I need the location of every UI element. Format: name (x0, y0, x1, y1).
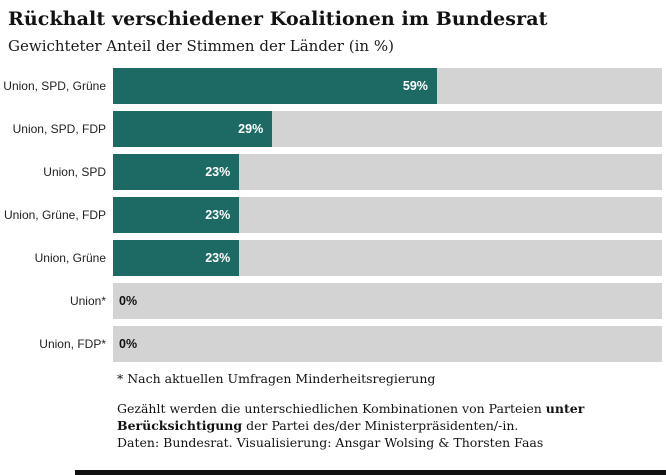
category-label: Union, SPD, Grüne (3, 79, 106, 93)
bar-fill: 29% (113, 111, 273, 147)
value-label: 23% (205, 251, 231, 265)
method-note-suffix: der Partei des/der Ministerpräsidenten/-… (242, 417, 519, 433)
bar-track: 29% (113, 111, 662, 147)
category-label: Union, SPD (43, 165, 106, 179)
bar-fill: 23% (113, 154, 240, 190)
bottom-edge-bar (75, 470, 666, 475)
category-label: Union, SPD, FDP (12, 122, 106, 136)
value-label: 59% (402, 79, 428, 93)
bar-track: 0% (113, 326, 662, 362)
bar-row: Union, SPD, FDP 29% (0, 111, 662, 147)
chart-header: Rückhalt verschiedener Koalitionen im Bu… (0, 0, 666, 55)
bar-track: 59% (113, 68, 662, 104)
method-note-bold: unter Berücksichtigung (117, 401, 585, 433)
credits-line: Daten: Bundesrat. Visualisierung: Ansgar… (117, 434, 544, 450)
category-label: Union, Grüne, FDP (3, 208, 106, 222)
bar-track: 23% (113, 197, 662, 233)
bar-track: 0% (113, 283, 662, 319)
bar-row: Union, Grüne, FDP 23% (0, 197, 662, 233)
method-note-prefix: Gezählt werden die unterschiedlichen Kom… (117, 401, 546, 416)
bar-row: Union* 0% (0, 283, 662, 319)
bar-fill: 23% (113, 240, 240, 276)
bar-fill: 23% (113, 197, 240, 233)
chart-subtitle: Gewichteter Anteil der Stimmen der Lände… (8, 37, 394, 55)
category-label: Union* (69, 294, 106, 308)
bar-track: 23% (113, 240, 662, 276)
category-label: Union, Grüne (34, 251, 106, 265)
bar-row: Union, SPD 23% (0, 154, 662, 190)
bar-track: 23% (113, 154, 662, 190)
bar-fill: 59% (113, 68, 437, 104)
value-label: 29% (238, 122, 264, 136)
method-note: Gezählt werden die unterschiedlichen Kom… (117, 401, 656, 435)
chart-title: Rückhalt verschiedener Koalitionen im Bu… (8, 8, 548, 30)
value-label: 0% (119, 294, 138, 308)
bar-chart: Union, SPD, Grüne 59% Union, SPD, FDP 29% Un… (0, 68, 666, 362)
bar-row: Union, Grüne 23% (0, 240, 662, 276)
value-label: 23% (205, 208, 231, 222)
bar-row: Union, SPD, Grüne 59% (0, 68, 662, 104)
bars: Union, SPD, Grüne 59% Union, SPD, FDP 29% Un… (0, 68, 662, 362)
category-label: Union, FDP* (39, 337, 106, 351)
value-label: 23% (205, 165, 231, 179)
value-label: 0% (119, 337, 138, 351)
asterisk-note: * Nach aktuellen Umfragen Minderheitsreg… (117, 371, 436, 386)
bar-row: Union, FDP* 0% (0, 326, 662, 362)
footnotes: * Nach aktuellen Umfragen Minderheitsreg… (117, 371, 656, 452)
